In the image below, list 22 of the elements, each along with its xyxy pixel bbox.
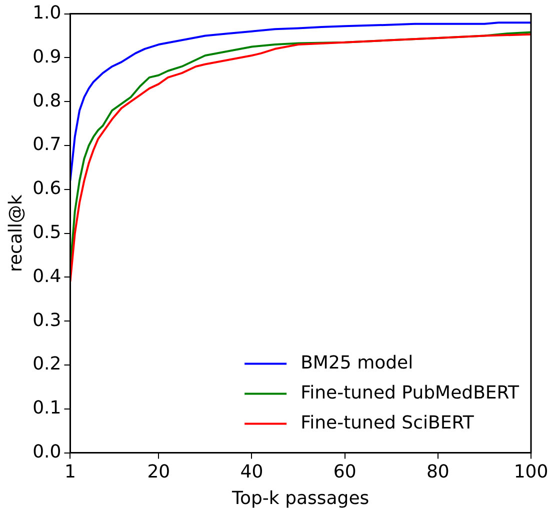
x-tick-label: 40 [240,461,264,482]
y-tick-label: 0.7 [32,134,62,156]
y-tick-label: 0.5 [32,222,62,243]
y-tick-label: 0.6 [32,178,62,200]
y-tick-label: 0.0 [32,441,62,462]
legend-label: BM25 model [300,352,414,374]
legend-label: Fine-tuned PubMedBERT [300,382,520,404]
x-tick-label: 1 [64,461,76,482]
y-tick-label: 1.0 [32,2,62,24]
y-tick-label: 0.1 [32,398,62,419]
y-tick-label: 0.4 [32,266,62,287]
y-tick-label: 0.8 [32,90,62,112]
x-axis-title: Top-k passages [231,488,370,509]
x-tick-label: 100 [514,461,548,482]
y-tick-label: 0.2 [32,354,62,375]
y-tick-label: 0.3 [32,310,62,331]
y-axis-title: recall@k [5,194,26,272]
legend-label: Fine-tuned SciBERT [300,412,475,434]
y-tick-label: 0.9 [32,46,62,68]
x-tick-label: 80 [426,461,450,482]
x-tick-label: 20 [147,461,170,482]
x-tick-label: 60 [333,461,356,482]
